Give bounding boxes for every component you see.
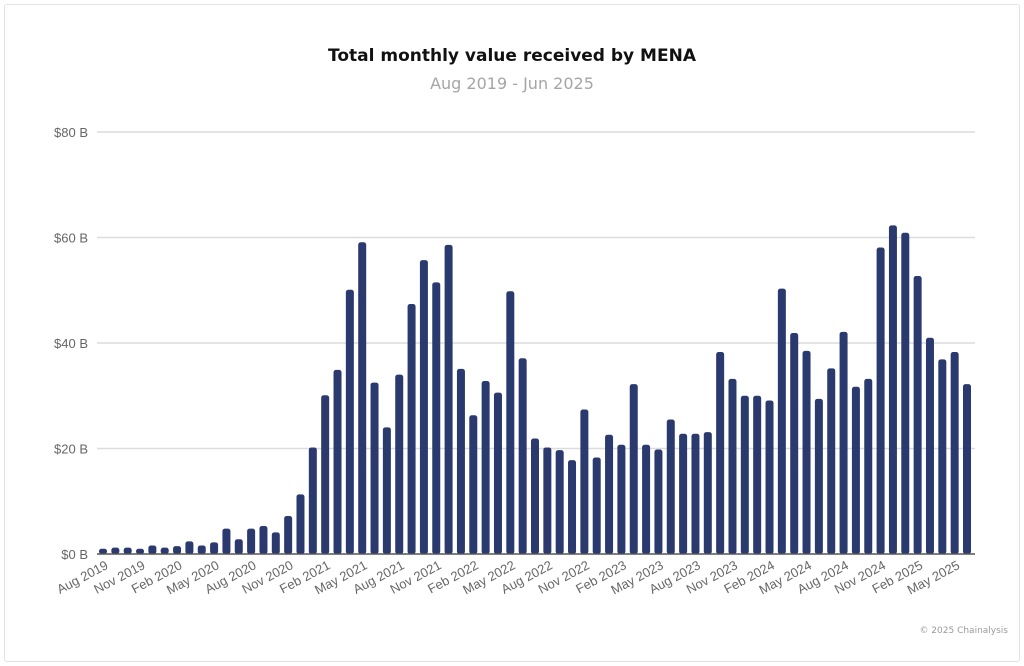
bar — [963, 384, 971, 554]
bar — [197, 545, 206, 554]
chart-subtitle: Aug 2019 - Jun 2025 — [430, 74, 594, 93]
y-tick-label: $80 B — [54, 125, 88, 140]
bar — [333, 369, 342, 554]
bar — [234, 539, 243, 554]
bar — [777, 288, 786, 554]
y-tick-label: $0 B — [61, 547, 88, 562]
bar — [432, 282, 441, 554]
bar — [592, 457, 601, 554]
bar — [370, 382, 379, 554]
bar — [345, 289, 354, 554]
bar — [173, 546, 182, 554]
bar — [247, 528, 256, 554]
bar — [99, 548, 107, 554]
bar — [493, 392, 502, 554]
bar — [308, 447, 317, 554]
bar — [284, 516, 293, 554]
bar — [827, 368, 836, 554]
bar — [271, 532, 280, 554]
bar — [531, 438, 539, 554]
bar — [259, 526, 268, 554]
chart-title: Total monthly value received by MENA — [328, 46, 696, 66]
bar — [814, 398, 823, 554]
bar — [728, 378, 737, 554]
bar — [296, 494, 305, 554]
bar — [901, 232, 910, 554]
bar — [617, 444, 626, 554]
bar — [703, 432, 712, 554]
bar — [938, 359, 947, 554]
bar — [666, 419, 675, 554]
y-tick-label: $60 B — [54, 231, 88, 246]
bar — [382, 427, 391, 554]
bar — [185, 541, 194, 554]
bar — [950, 351, 959, 554]
bar — [148, 545, 157, 554]
bar — [765, 400, 774, 554]
bar — [691, 433, 700, 554]
bar — [160, 547, 169, 554]
bar — [123, 547, 132, 554]
bar — [568, 460, 577, 554]
bar — [839, 331, 848, 554]
bar — [654, 449, 663, 554]
bar — [716, 351, 725, 554]
bar — [851, 386, 860, 554]
bar — [111, 547, 120, 554]
bar — [679, 433, 688, 554]
bar — [740, 395, 749, 554]
bar — [790, 332, 799, 554]
bar — [136, 548, 145, 554]
bar — [888, 225, 897, 554]
bar — [753, 395, 762, 554]
bar — [925, 337, 934, 554]
bar — [321, 395, 330, 554]
y-tick-label: $40 B — [54, 336, 88, 351]
bar — [222, 528, 231, 554]
bar — [605, 434, 614, 554]
bar — [555, 450, 564, 554]
chart-frame — [4, 4, 1020, 662]
bar — [395, 374, 404, 554]
bar — [518, 358, 527, 554]
bar — [913, 276, 922, 554]
bar — [876, 247, 885, 554]
bar — [358, 242, 367, 554]
bar — [629, 384, 638, 554]
y-tick-label: $20 B — [54, 442, 88, 457]
bar — [444, 244, 453, 554]
bar — [210, 542, 219, 554]
bar — [642, 444, 651, 554]
bar — [864, 378, 873, 554]
bar — [419, 260, 428, 554]
bar — [481, 380, 490, 554]
bar — [407, 303, 416, 554]
bar — [580, 409, 589, 554]
copyright-credit: © 2025 Chainalysis — [919, 626, 1008, 636]
bar — [469, 415, 478, 554]
bar — [802, 350, 811, 554]
bar — [456, 368, 465, 554]
bar — [506, 291, 515, 554]
bar — [543, 447, 552, 554]
